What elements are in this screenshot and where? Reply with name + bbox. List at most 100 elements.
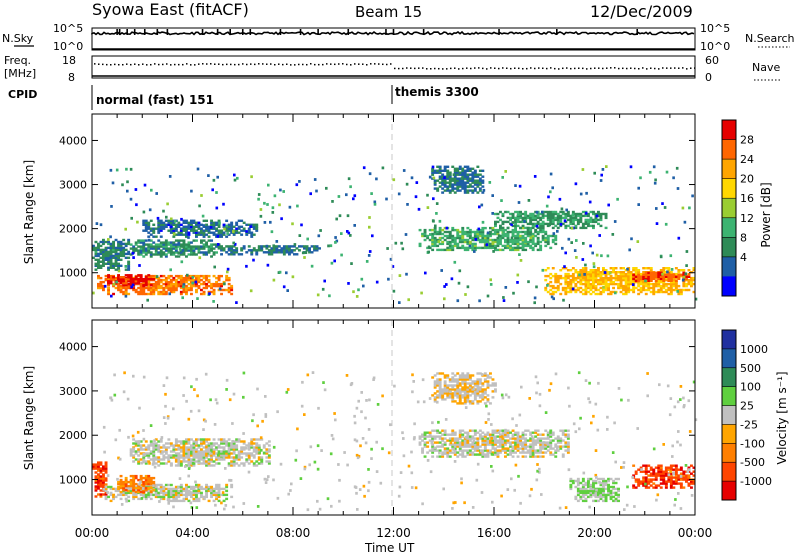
- velocity-cell-5: [433, 400, 437, 403]
- power-cell-4: [220, 229, 223, 232]
- power-cell-2: [139, 280, 143, 283]
- power-cell-5: [277, 249, 281, 252]
- power-cell-0: [102, 240, 105, 244]
- power-cell-0: [112, 244, 115, 248]
- power-cell-3: [159, 253, 163, 256]
- velocity-cell-1: [139, 493, 143, 497]
- power-cell-9: [677, 284, 681, 288]
- freq-dot: [526, 67, 528, 70]
- power-cell-9: [617, 271, 620, 274]
- velocity-cell-3: [169, 456, 173, 459]
- power-cell-6: [506, 232, 510, 236]
- velocity-cell-5: [486, 394, 490, 397]
- velocity-cell-4: [461, 451, 465, 454]
- power-cell-9: [642, 271, 646, 274]
- power-cell-9: [554, 276, 558, 280]
- power-cell-10: [632, 275, 636, 278]
- power-cell-6: [431, 234, 435, 238]
- power-cell-8: [521, 216, 525, 220]
- power-cell-9: [607, 286, 610, 290]
- power-cell-6: [531, 236, 535, 240]
- velocity-cell-5: [433, 382, 437, 385]
- freq-dot: [466, 67, 468, 69]
- power-cell-8: [549, 210, 553, 214]
- station-title: Syowa East (fitACF): [92, 0, 249, 19]
- power-cell-9: [634, 269, 638, 272]
- power-cell-9: [649, 290, 653, 294]
- velocity-cell-1: [195, 493, 198, 497]
- velocity-cell-6: [607, 493, 610, 497]
- power-cell-5: [227, 253, 231, 256]
- power-cell-7: [468, 179, 472, 182]
- velocity-cell-5: [456, 402, 460, 405]
- velocity-cell-4: [524, 451, 528, 454]
- velocity-cell-4: [441, 437, 445, 440]
- velocity-cell-4: [473, 447, 477, 450]
- power-cell-3: [142, 251, 146, 254]
- power-cell-9: [607, 282, 610, 286]
- power-cell-6: [521, 240, 525, 244]
- power-cell-9: [672, 284, 676, 288]
- velocity-cell-1: [177, 493, 181, 497]
- power-cell-3: [164, 239, 168, 242]
- velocity-cell-3: [174, 440, 178, 443]
- power-cell-8: [581, 224, 585, 228]
- power-cell-4: [159, 221, 163, 224]
- power-cell-6: [443, 238, 447, 242]
- velocity-cell-4: [463, 443, 467, 446]
- velocity-cell-2: [127, 480, 131, 484]
- power-cell-8: [534, 224, 538, 228]
- velocity-cell-3: [159, 440, 163, 443]
- power-noise-cell: [109, 235, 112, 239]
- velocity-cell-3: [237, 440, 241, 443]
- velocity-cell-4: [524, 443, 528, 446]
- power-cell-9: [632, 267, 636, 270]
- velocity-cell-3: [147, 446, 151, 449]
- power-cell-6: [468, 246, 472, 250]
- velocity-cell-3: [212, 450, 216, 453]
- velocity-cell-4: [463, 455, 467, 458]
- power-cell-3: [129, 243, 133, 246]
- power-cell-9: [589, 269, 593, 272]
- velocity-cell-4: [536, 455, 540, 458]
- velocity-cell-3: [220, 446, 223, 449]
- velocity-cell-3: [210, 444, 213, 447]
- power-cell-2: [134, 278, 138, 281]
- velocity-cell-2: [132, 480, 136, 484]
- velocity-cell-3: [185, 450, 188, 453]
- power-cell-1: [167, 284, 171, 288]
- power-cell-3: [215, 251, 218, 254]
- power-cell-9: [589, 284, 593, 288]
- power-cell-1: [154, 276, 158, 280]
- power-cell-2: [137, 282, 141, 285]
- velocity-cell-6: [579, 487, 583, 491]
- velocity-cell-3: [220, 442, 223, 445]
- power-cell-6: [483, 226, 487, 230]
- velocity-cell-3: [137, 458, 141, 461]
- power-cell-3: [207, 249, 211, 252]
- power-cell-4: [185, 233, 188, 236]
- power-cell-3: [169, 249, 173, 252]
- power-cell-1: [139, 284, 143, 288]
- velocity-cell-4: [549, 451, 553, 454]
- power-noise-cell: [208, 292, 211, 296]
- velocity-cell-3: [152, 456, 156, 459]
- velocity-cell-1: [205, 487, 208, 491]
- power-cell-7: [436, 171, 440, 174]
- power-noise-cell: [296, 204, 299, 208]
- velocity-cell-4: [536, 449, 540, 452]
- power-cell-6: [509, 238, 512, 242]
- velocity-cell-4: [428, 439, 432, 442]
- power-cell-1: [210, 284, 213, 288]
- power-cell-6: [441, 248, 445, 252]
- velocity-cell-0: [99, 489, 103, 492]
- power-cell-7: [448, 171, 452, 174]
- velocity-cell-3: [240, 440, 244, 443]
- velocity-cell-4: [499, 429, 502, 432]
- velocity-cell-5: [451, 400, 455, 403]
- freq-dot: [274, 63, 276, 66]
- velocity-cell-3: [172, 454, 176, 457]
- power-cell-6: [521, 234, 525, 238]
- power-cell-3: [179, 253, 183, 256]
- velocity-cell-6: [607, 489, 610, 493]
